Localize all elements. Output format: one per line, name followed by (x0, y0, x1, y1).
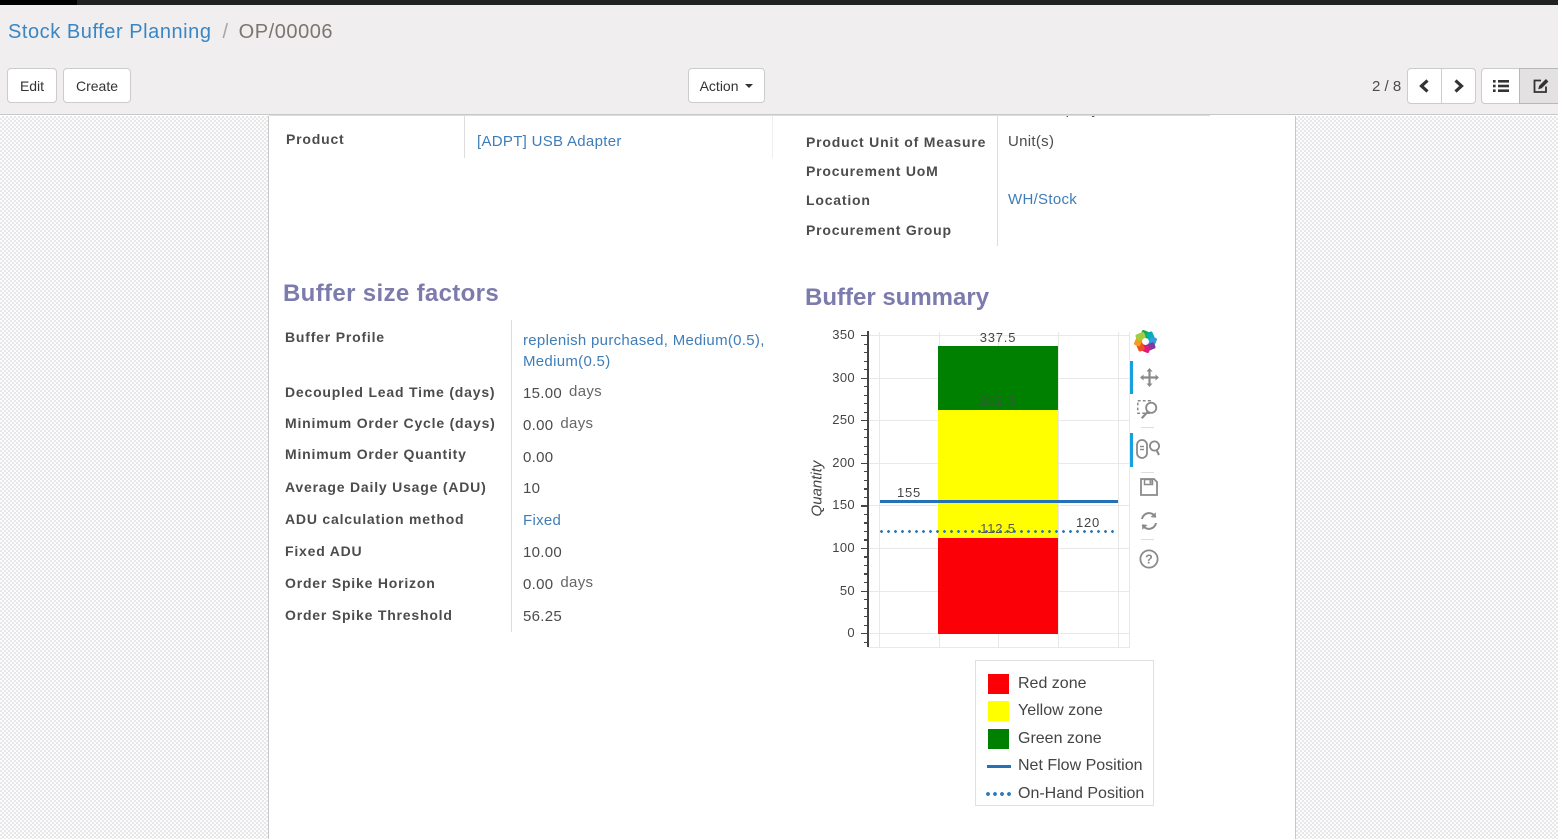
svg-text:?: ? (1145, 552, 1153, 566)
